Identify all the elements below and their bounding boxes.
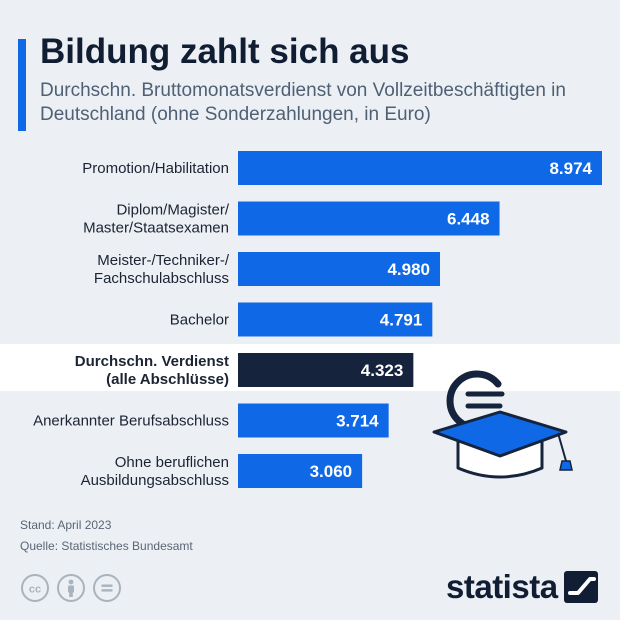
bar-category-label: Durchschn. Verdienst (alle Abschlüsse) — [75, 353, 229, 388]
bar — [238, 252, 440, 286]
source-block: Stand: April 2023 Quelle: Statistisches … — [20, 515, 193, 557]
bar-value-label: 8.974 — [549, 159, 592, 178]
bar — [238, 353, 414, 387]
bar-value-label: 6.448 — [447, 210, 490, 229]
bar-category-label: Ohne beruflichen Ausbildungsabschluss — [81, 454, 229, 489]
chart-title: Bildung zahlt sich aus — [40, 32, 410, 71]
bar-value-label: 4.323 — [361, 361, 404, 380]
bar — [238, 151, 602, 185]
title-accent-bar — [18, 39, 26, 131]
bar-category-label: Diplom/Magister/Master/Staatsexamen — [83, 202, 230, 237]
graduation-cap-euro-icon — [432, 370, 573, 479]
source-name: Quelle: Statistisches Bundesamt — [20, 539, 193, 553]
statista-logo-text: statista — [446, 568, 558, 605]
no-derivatives-icon[interactable] — [92, 573, 122, 603]
bar-value-label: 3.714 — [336, 412, 379, 431]
bar-value-label: 4.791 — [380, 311, 423, 330]
bar — [238, 403, 389, 438]
cc-icon[interactable]: cc — [20, 573, 50, 603]
statista-logo-icon — [563, 571, 598, 603]
license-icons: cc — [20, 573, 122, 603]
bar-category-label: Promotion/Habilitation — [82, 160, 229, 177]
bar-category-label: Anerkannter Berufsabschluss — [33, 413, 229, 430]
bar — [238, 201, 500, 236]
source-date: Stand: April 2023 — [20, 518, 112, 532]
attribution-icon[interactable] — [56, 573, 86, 603]
bar-chart: 8.974 Promotion/Habilitation 6.448 Diplom/M… — [0, 151, 620, 489]
chart-subtitle: Durchschn. Bruttomonatsverdienst von Vol… — [40, 80, 566, 125]
bar-value-label: 4.980 — [387, 260, 430, 279]
statista-logo[interactable]: statista — [446, 568, 598, 606]
svg-text:cc: cc — [29, 584, 41, 596]
bar-category-label: Bachelor — [170, 312, 229, 329]
bar-category-label: Meister-/Techniker-/Fachschulabschluss — [94, 252, 230, 287]
bar — [238, 454, 363, 488]
bar-value-label: 3.060 — [310, 462, 353, 481]
bar — [238, 302, 433, 337]
